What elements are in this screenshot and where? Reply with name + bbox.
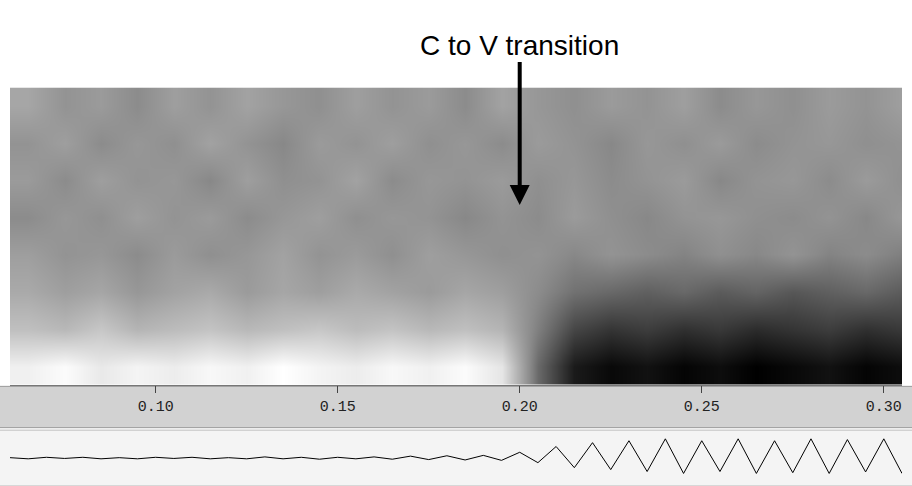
- svg-text:0.30: 0.30: [866, 399, 902, 416]
- svg-text:0.15: 0.15: [320, 399, 356, 416]
- svg-text:0.25: 0.25: [684, 399, 720, 416]
- svg-text:C to V transition: C to V transition: [420, 30, 619, 61]
- svg-text:0.10: 0.10: [138, 399, 174, 416]
- svg-text:0.20: 0.20: [502, 399, 538, 416]
